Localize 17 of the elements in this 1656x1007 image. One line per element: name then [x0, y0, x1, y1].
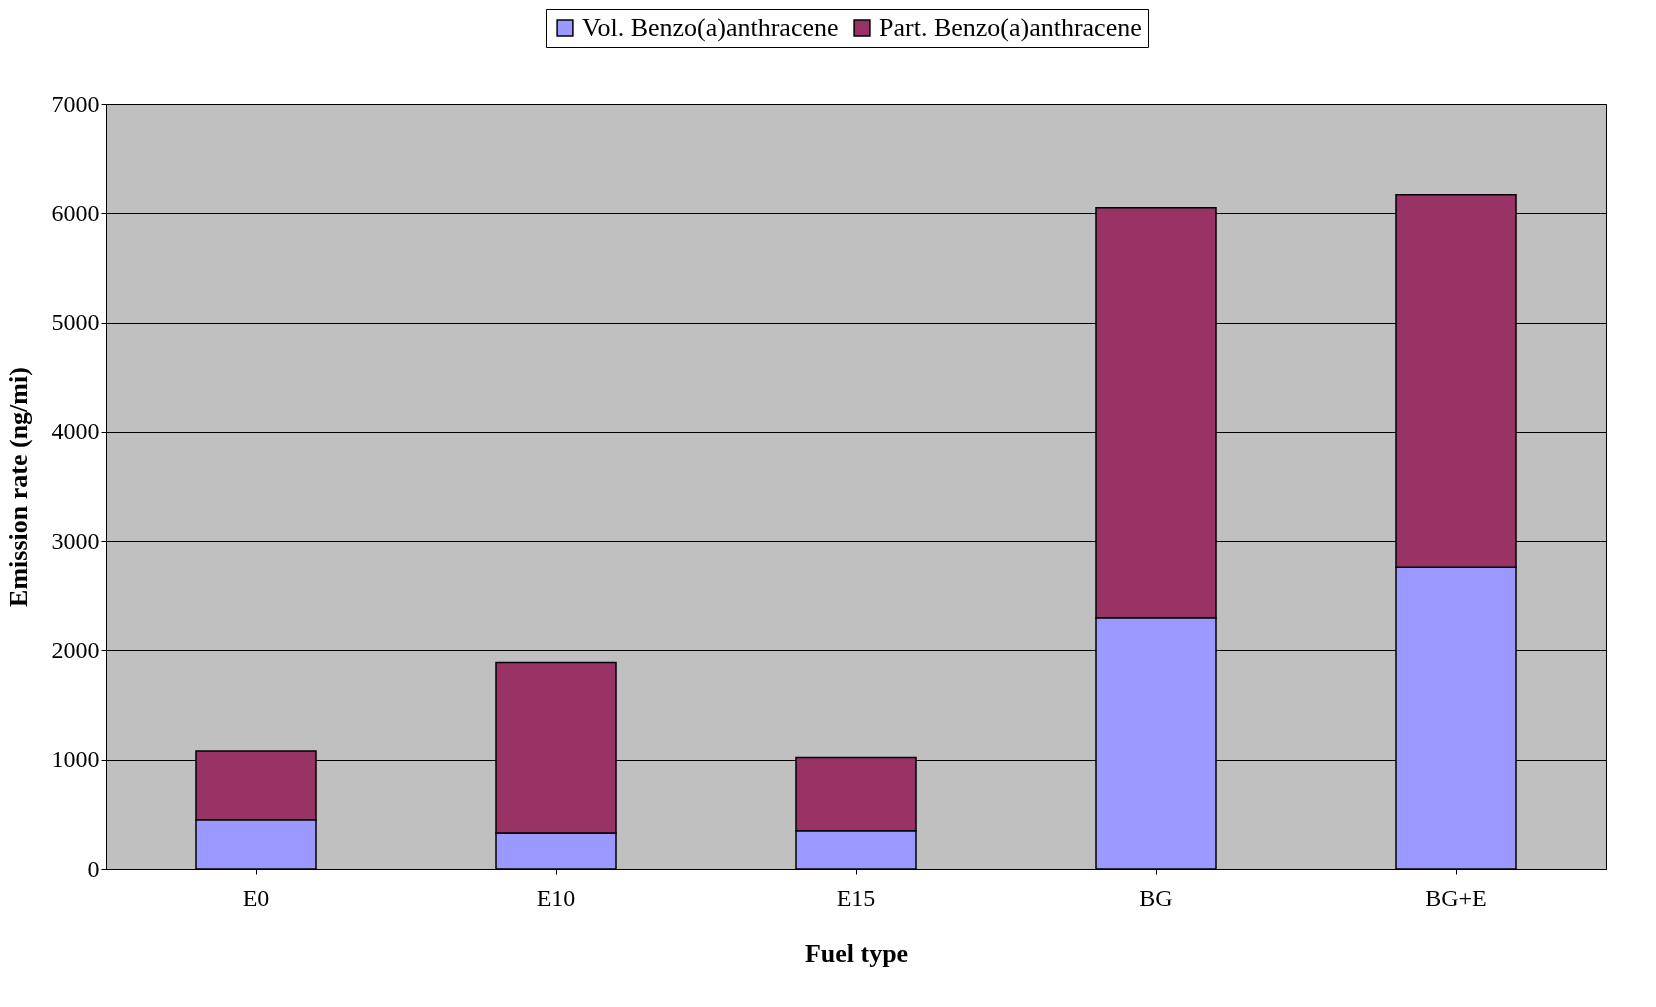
x-axis-title: Fuel type: [804, 938, 909, 968]
x-tick-label: BG+E: [1425, 884, 1487, 911]
legend-label: Part. Benzo(a)anthracene: [879, 13, 1142, 42]
y-tick-label: 6000: [51, 199, 100, 226]
y-tick-label: 0: [87, 855, 100, 882]
x-tick-label: E10: [536, 884, 576, 911]
y-tick-label: 5000: [51, 309, 100, 336]
y-tick-label: 1000: [51, 746, 100, 773]
y-tick-label: 7000: [51, 90, 100, 117]
y-tick-label: 2000: [51, 636, 100, 663]
y-tick-label: 4000: [51, 418, 100, 445]
x-tick-label: E0: [242, 884, 270, 911]
x-tick-label: BG: [1139, 884, 1173, 911]
y-tick-label: 3000: [51, 527, 100, 554]
y-axis-title: Emission rate (ng/mi): [3, 367, 33, 607]
x-tick-label: E15: [836, 884, 876, 911]
legend-label: Vol. Benzo(a)anthracene: [582, 13, 839, 42]
